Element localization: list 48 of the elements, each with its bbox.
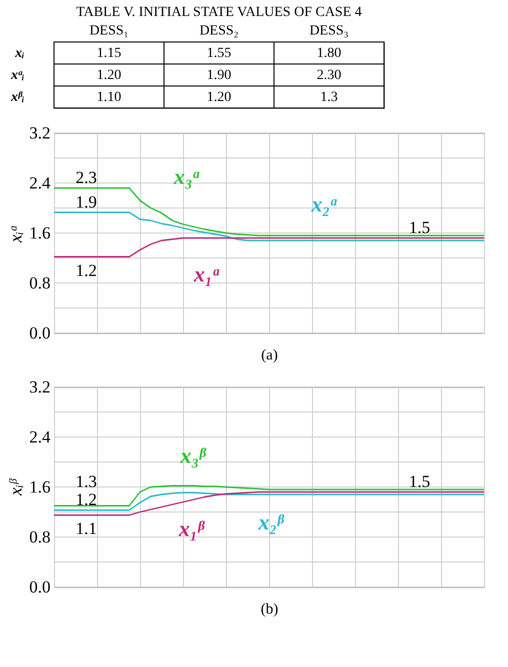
y-tick-label: 0.0 — [29, 578, 50, 596]
x-axis-title: (a) — [261, 348, 278, 364]
line-series — [53, 187, 485, 236]
y-axis-title: xᵢᵝ — [5, 478, 26, 496]
annotation: 1.2 — [76, 490, 97, 510]
y-tick-label: 0.8 — [29, 528, 50, 546]
series-label: x₂ᵝ — [257, 510, 286, 534]
line-series — [53, 492, 485, 511]
annotation: 1.5 — [408, 218, 430, 237]
data-label: 1.3 — [320, 90, 338, 105]
data-label: 1.80 — [316, 46, 342, 61]
line-series — [53, 491, 485, 516]
annotation: 1.2 — [76, 260, 97, 280]
y-tick-label: 3.2 — [29, 124, 50, 142]
x-tick-label: DESS₃ — [309, 24, 349, 38]
y-tick-label: 1.6 — [29, 224, 50, 242]
y-tick-label: xᵝᵢ — [10, 90, 24, 105]
data-label: 2.30 — [316, 68, 342, 83]
data-label: 1.20 — [206, 90, 232, 105]
series-label: x₁ᵝ — [178, 516, 206, 541]
annotation: 1.5 — [408, 472, 430, 491]
data-label: 1.90 — [206, 68, 232, 83]
data-label: 1.20 — [96, 68, 122, 83]
annotation: 2.3 — [76, 168, 97, 187]
chart-title: TABLE V. INITIAL STATE VALUES OF CASE 4 — [76, 5, 362, 20]
x-tick-label: DESS₂ — [199, 24, 239, 38]
y-tick-label: xᵢ — [14, 46, 24, 61]
annotation: 1.9 — [76, 192, 97, 212]
y-tick-label: 0.0 — [29, 324, 50, 342]
y-tick-label: 1.6 — [29, 478, 50, 496]
x-tick-label: DESS₁ — [89, 24, 129, 38]
line-series — [53, 237, 485, 258]
series-label: x₁ᵅ — [192, 262, 220, 286]
series-label: x₃ᵅ — [172, 164, 200, 189]
series-label: x₂ᵅ — [310, 192, 338, 216]
annotation: 1.1 — [76, 519, 97, 538]
y-tick-label: 3.2 — [29, 378, 50, 396]
annotation: 1.3 — [76, 472, 97, 491]
data-label: 1.55 — [206, 46, 232, 61]
y-tick-label: xᵅᵢ — [10, 68, 24, 83]
x-axis-title: (b) — [260, 602, 278, 618]
data-label: 1.10 — [96, 90, 122, 105]
y-axis-title: xᵢᵅ — [5, 224, 26, 244]
data-label: 1.15 — [96, 46, 122, 61]
y-tick-label: 2.4 — [29, 174, 51, 192]
series-label: x₃ᵝ — [179, 442, 208, 468]
y-tick-label: 0.8 — [29, 274, 50, 292]
y-tick-label: 2.4 — [29, 428, 51, 446]
